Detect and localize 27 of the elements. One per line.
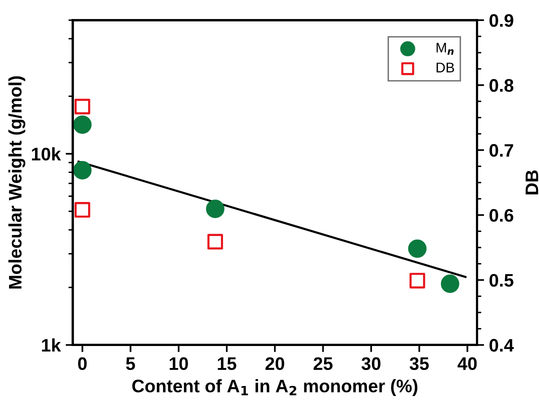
y-tick-label: 10k xyxy=(32,147,61,161)
y2-tick-label: 0.9 xyxy=(490,14,514,27)
x-tick-label: 5 xyxy=(126,357,136,370)
y2-tick-label: 0.6 xyxy=(490,208,514,222)
point xyxy=(73,115,92,134)
x-tick-label: 15 xyxy=(218,357,236,370)
y2-tick-label: 0.7 xyxy=(490,144,514,157)
point xyxy=(408,239,427,258)
legend-label: M$_{n}$ xyxy=(436,42,454,55)
x-tick-label: 35 xyxy=(410,357,429,370)
y2-tick-label: 0.8 xyxy=(490,79,514,92)
y2-axis-title: DB xyxy=(526,170,538,194)
y2-tick-label: 0.4 xyxy=(490,338,514,352)
legend-label: DB xyxy=(436,62,454,72)
point xyxy=(73,161,92,180)
y-axis-title: Molecular Weight (g/mol) xyxy=(8,76,26,289)
x-tick-label: 0 xyxy=(78,357,87,370)
point xyxy=(206,200,224,218)
y-tick-label: 1k xyxy=(42,338,61,352)
x-tick-label: 10 xyxy=(170,357,188,370)
point xyxy=(440,274,460,293)
x-tick-label: 20 xyxy=(265,357,284,370)
x-axis-title: Content of A$_{1}$ in A$_{2}$ monomer (%) xyxy=(132,379,418,396)
x-tick-label: 30 xyxy=(362,357,380,370)
x-tick-label: 40 xyxy=(458,357,477,370)
y2-tick-label: 0.5 xyxy=(490,274,514,287)
x-tick-label: 25 xyxy=(314,357,333,370)
